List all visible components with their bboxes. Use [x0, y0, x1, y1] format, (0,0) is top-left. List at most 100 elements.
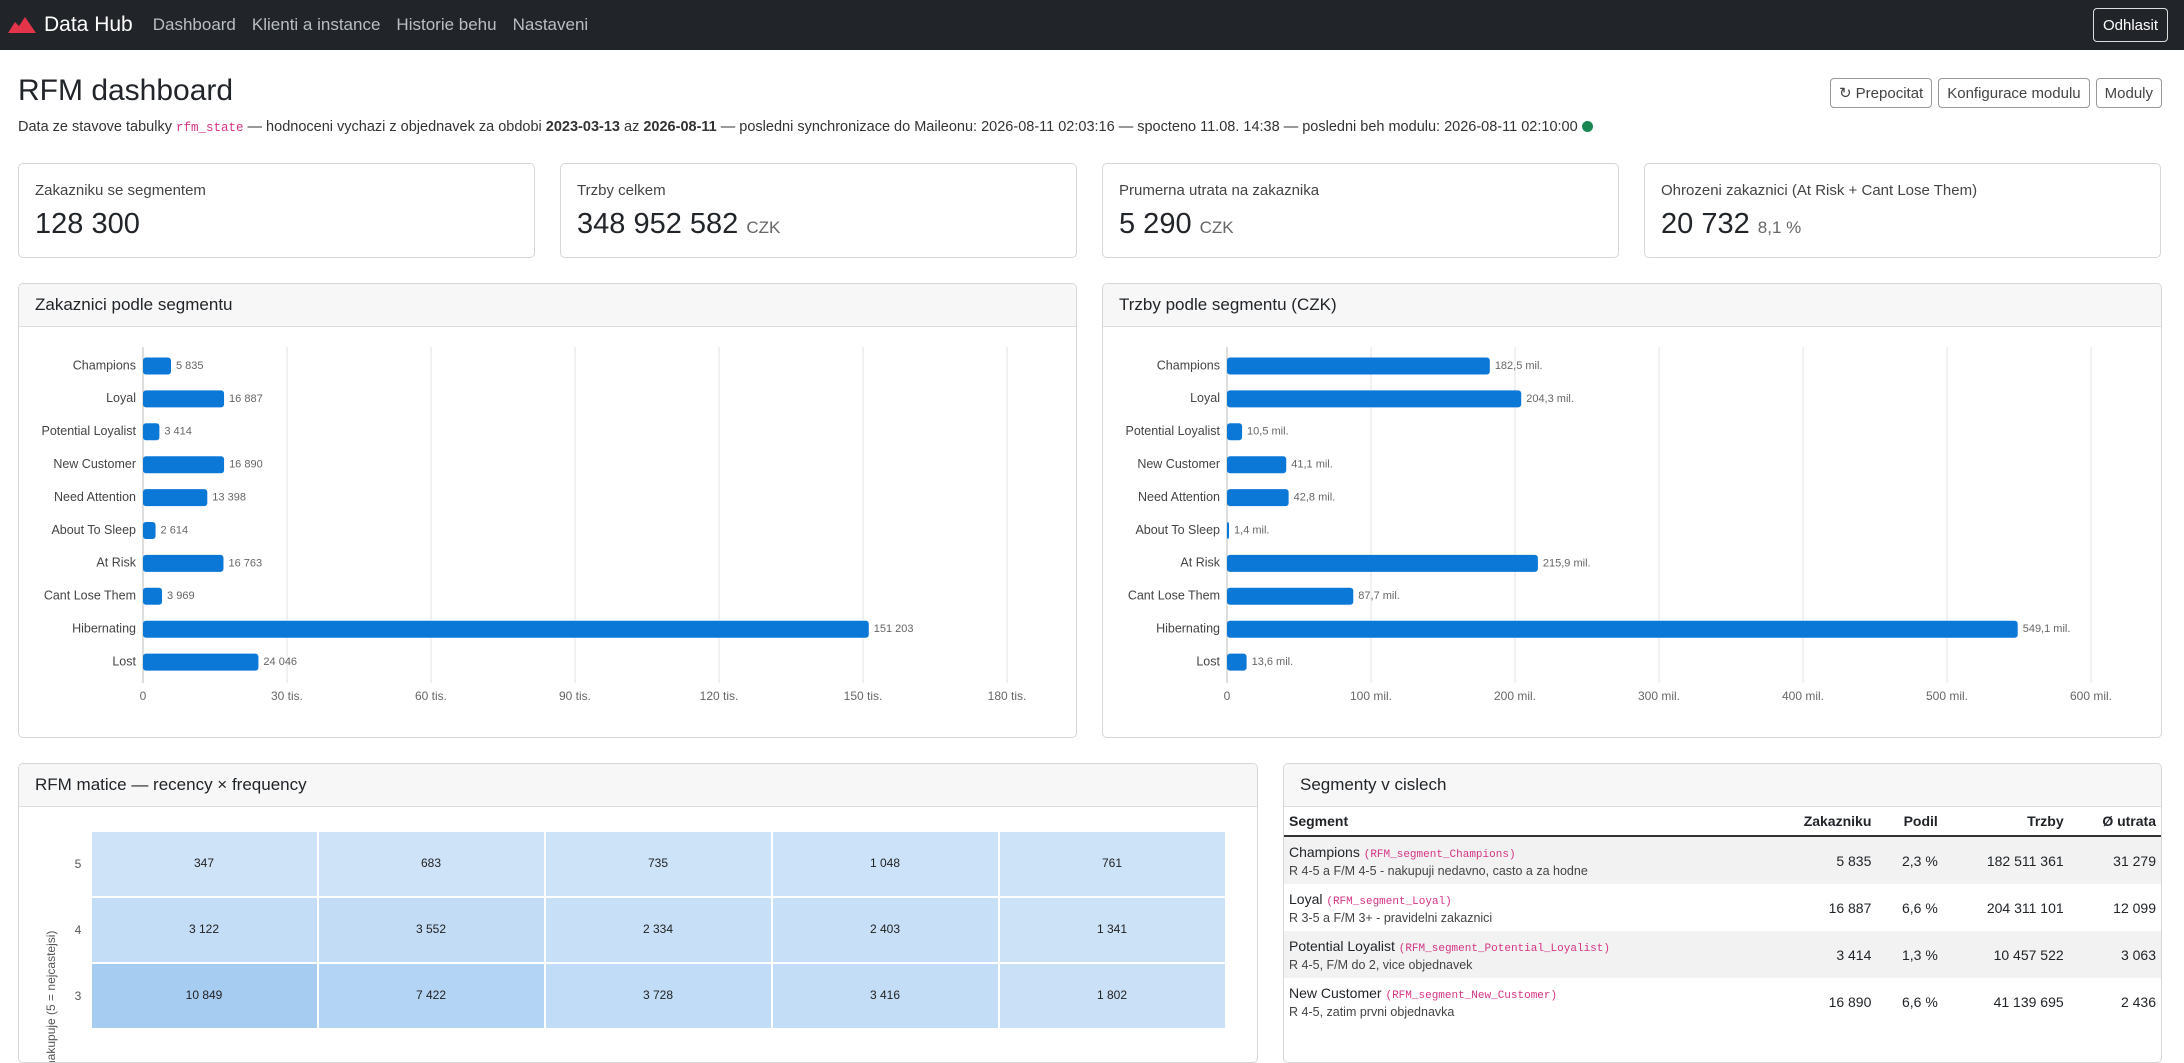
value-label: 13 398	[212, 492, 246, 504]
table-name: rfm_state	[175, 121, 244, 135]
chart-card: Trzby podle segmentu (CZK) 0 100 mil. 200 …	[1102, 283, 2162, 738]
heat-cell	[92, 964, 317, 1028]
value-label: 42,8 mil.	[1294, 492, 1336, 504]
bar	[1227, 456, 1287, 474]
cell-label: 683	[421, 856, 441, 870]
x-tick-label: 120 tis.	[700, 689, 739, 703]
value-label: 16 887	[229, 393, 263, 405]
logout-button[interactable]: Odhlasit	[2092, 8, 2168, 42]
column-header: Ø utrata	[2068, 807, 2161, 837]
column-header: Zakazniku	[1763, 807, 1877, 837]
cell-label: 1 048	[870, 856, 900, 870]
segment-code: (RFM_segment_Potential_Loyalist)	[1398, 942, 1610, 955]
table-cell: 16 890	[1828, 993, 1872, 1010]
button[interactable]: Moduly	[2095, 78, 2162, 108]
segment-desc: R 4-5, F/M do 2, vice objednavek	[1289, 957, 1473, 972]
value-label: 1,4 mil.	[1234, 524, 1269, 536]
brand-name[interactable]: Data Hub	[44, 13, 133, 36]
header-buttons: ↻ Prepocitat Konfigurace modulu Moduly	[1829, 78, 2162, 108]
value-label: 3 414	[164, 426, 192, 438]
heat-cell	[1000, 832, 1225, 896]
kpi-value: 348 952 582	[577, 208, 739, 240]
x-tick-label: 400 mil.	[1782, 689, 1824, 703]
kpi-label: Zakazniku se segmentem	[35, 182, 206, 199]
y-tick-label: Lost	[1196, 654, 1220, 668]
cell-label: 10 849	[186, 988, 223, 1002]
kpi-value-line: 128 300	[35, 208, 140, 241]
segment-desc: R 3-5 a F/M 3+ - pravidelni zakaznici	[1289, 910, 1493, 925]
y-axis: o nakupuje (5 = nejcastejsi)	[44, 931, 58, 1063]
bar	[143, 587, 163, 605]
brand[interactable]: Data Hub	[8, 13, 133, 37]
x-tick-label: 90 tis.	[559, 689, 591, 703]
button[interactable]: Konfigurace modulu	[1938, 78, 2090, 108]
y-tick-label: 5	[75, 857, 82, 871]
card-title: RFM matice — recency × frequency	[19, 764, 1257, 807]
kpi-card: Ohrozeni zakaznici (At Risk + Cant Lose …	[1644, 163, 2161, 258]
y-tick-label: About To Sleep	[51, 523, 136, 537]
cell-label: 761	[1102, 856, 1122, 870]
value-label: 549,1 mil.	[2023, 623, 2071, 635]
table-cell: 41 139 695	[1993, 993, 2064, 1010]
kpi-card: Prumerna utrata na zakaznika 5 290 CZK	[1102, 163, 1619, 258]
x-tick-label: 180 tis.	[988, 689, 1027, 703]
x-tick-label: 0	[140, 689, 147, 703]
value-label: 5 835	[176, 360, 204, 372]
value-label: 41,1 mil.	[1291, 459, 1333, 471]
segment-code: (RFM_segment_Loyal)	[1326, 895, 1452, 908]
bar	[1227, 653, 1247, 671]
heat-cell	[773, 898, 998, 962]
table-cell: 6,6 %	[1901, 899, 1938, 916]
value-label: 24 046	[263, 656, 297, 668]
x-tick-label: 0	[1224, 689, 1231, 703]
bar	[1227, 587, 1354, 605]
kpi-value-line: 20 732 8,1 %	[1661, 208, 1801, 241]
y-tick-label: Need Attention	[1138, 490, 1220, 504]
table-cell: 12 099	[2113, 899, 2156, 916]
segment-table: Segment Zakazniku Podil Trzby Ø utrata Champi…	[1284, 807, 2161, 1025]
segment-name: Loyal	[1289, 890, 1323, 907]
subtitle: Data ze stavove tabulky rfm_state — hodn…	[18, 119, 1593, 135]
nav-link[interactable]: Historie behu	[396, 15, 497, 34]
card-title: Zakaznici podle segmentu	[19, 284, 1076, 327]
table-cell: 1,3 %	[1876, 931, 1943, 978]
kpi-label: Ohrozeni zakaznici (At Risk + Cant Lose …	[1661, 182, 1978, 199]
table-cell: 10 457 522	[1942, 931, 2069, 978]
column-header: Segment	[1284, 807, 1764, 837]
nav-link[interactable]: Nastaveni	[512, 15, 589, 34]
nav-link[interactable]: Dashboard	[152, 15, 236, 34]
table-cell: 2,3 %	[1876, 836, 1943, 884]
nav-link[interactable]: Klienti a instance	[251, 15, 381, 34]
segment-name: New Customer	[1289, 984, 1382, 1001]
value-label: 182,5 mil.	[1495, 360, 1543, 372]
y-tick-label: Champions	[73, 358, 136, 372]
heat-cell	[773, 832, 998, 896]
y-tick-label: Potential Loyalist	[1125, 424, 1220, 438]
chart-card: Zakaznici podle segmentu 0 30 tis. 60 tis.…	[18, 283, 1077, 738]
value-label: 151 203	[874, 623, 914, 635]
kpi-value: 128 300	[35, 208, 140, 240]
table-row: New Customer (RFM_segment_New_Customer) R…	[1284, 978, 2161, 1025]
table-cell: 31 279	[2068, 836, 2161, 884]
y-tick-label: Hibernating	[1156, 621, 1220, 635]
chart: 0 30 tis. 60 tis. 90 tis. 120 tis. 150 tis. 18…	[41, 347, 1027, 703]
bar	[1227, 390, 1522, 408]
heat-cell	[319, 964, 544, 1028]
x-tick-label: 200 mil.	[1494, 689, 1536, 703]
y-axis-label: o nakupuje (5 = nejcastejsi)	[44, 931, 58, 1063]
x-tick-label: 100 mil.	[1350, 689, 1392, 703]
value-label: 215,9 mil.	[1543, 557, 1591, 569]
text: — hodnoceni vychazi z objednavek za obdo…	[247, 119, 542, 135]
y-tick-label: Potential Loyalist	[41, 424, 136, 438]
value-label: 87,7 mil.	[1358, 590, 1400, 602]
kpi-value: 20 732	[1661, 208, 1750, 240]
bar	[143, 357, 172, 375]
table-card: Segmenty v cislech Segment Zakazniku Podil…	[1283, 763, 2162, 1063]
y-tick-label: Lost	[112, 654, 136, 668]
cell-label: 7 422	[416, 988, 446, 1002]
text: Data ze stavove tabulky	[18, 119, 172, 135]
segment-name: Champions	[1289, 843, 1360, 860]
button[interactable]: ↻ Prepocitat	[1829, 78, 1933, 108]
cell-label: 2 403	[870, 922, 900, 936]
